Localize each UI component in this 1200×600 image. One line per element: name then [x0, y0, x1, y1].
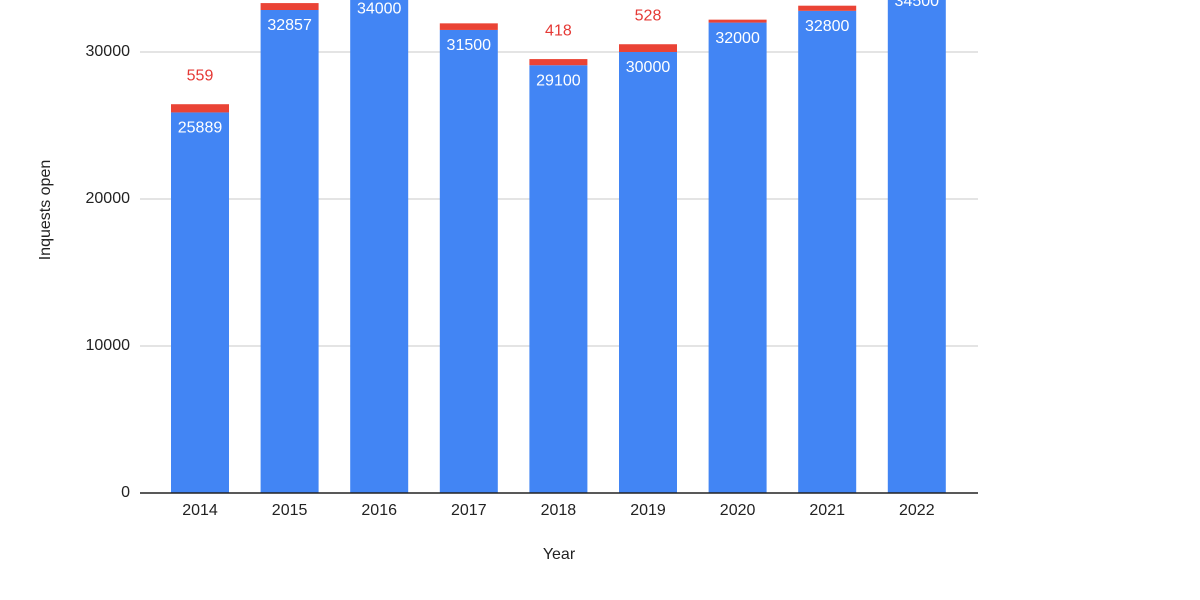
bar-segment: [439, 23, 498, 30]
data-label: 31500: [447, 37, 492, 54]
data-label: 32000: [715, 30, 760, 47]
x-tick-label: 2019: [630, 502, 666, 519]
bar-segment: [798, 10, 857, 493]
bar-segment: [260, 3, 319, 10]
data-label: 25889: [178, 120, 223, 137]
bar-segment: [171, 112, 229, 493]
bar-segment: [529, 65, 588, 494]
bar-segment: [798, 5, 857, 11]
bar-segment: [708, 19, 767, 23]
y-tick-label: 0: [121, 484, 130, 501]
y-axis-title: Inquests open: [37, 160, 54, 261]
x-tick-label: 2015: [272, 502, 308, 519]
x-tick-label: 2018: [541, 502, 577, 519]
x-tick-label: 2017: [451, 502, 487, 519]
bar-segment: [619, 44, 677, 52]
bar-segment: [439, 29, 498, 493]
data-label: 34000: [357, 0, 402, 17]
x-tick-label: 2022: [899, 502, 935, 519]
x-tick-label: 2020: [720, 502, 756, 519]
bar-segment: [887, 0, 946, 494]
x-tick-label: 2016: [361, 502, 397, 519]
data-label: 29100: [536, 72, 581, 89]
y-tick-label: 30000: [86, 43, 131, 60]
data-label: 32800: [805, 18, 850, 35]
data-label: 32857: [267, 17, 312, 34]
bar-segment: [171, 104, 229, 113]
x-tick-label: 2014: [182, 502, 218, 519]
y-tick-label: 20000: [86, 190, 131, 207]
y-tick-label: 10000: [86, 337, 131, 354]
data-label: 559: [187, 67, 214, 84]
bar-segment: [260, 9, 319, 493]
bar-segment: [529, 59, 588, 66]
data-label: 34500: [895, 0, 940, 10]
bar-segment: [619, 51, 677, 494]
data-label: 449: [455, 0, 482, 4]
data-label: 30000: [626, 59, 671, 76]
bar-segment: [350, 0, 409, 493]
bar-segment: [708, 22, 767, 494]
x-tick-label: 2021: [809, 502, 845, 519]
data-label: 418: [545, 22, 572, 39]
data-label: 528: [635, 7, 662, 24]
x-axis-title: Year: [543, 546, 576, 563]
